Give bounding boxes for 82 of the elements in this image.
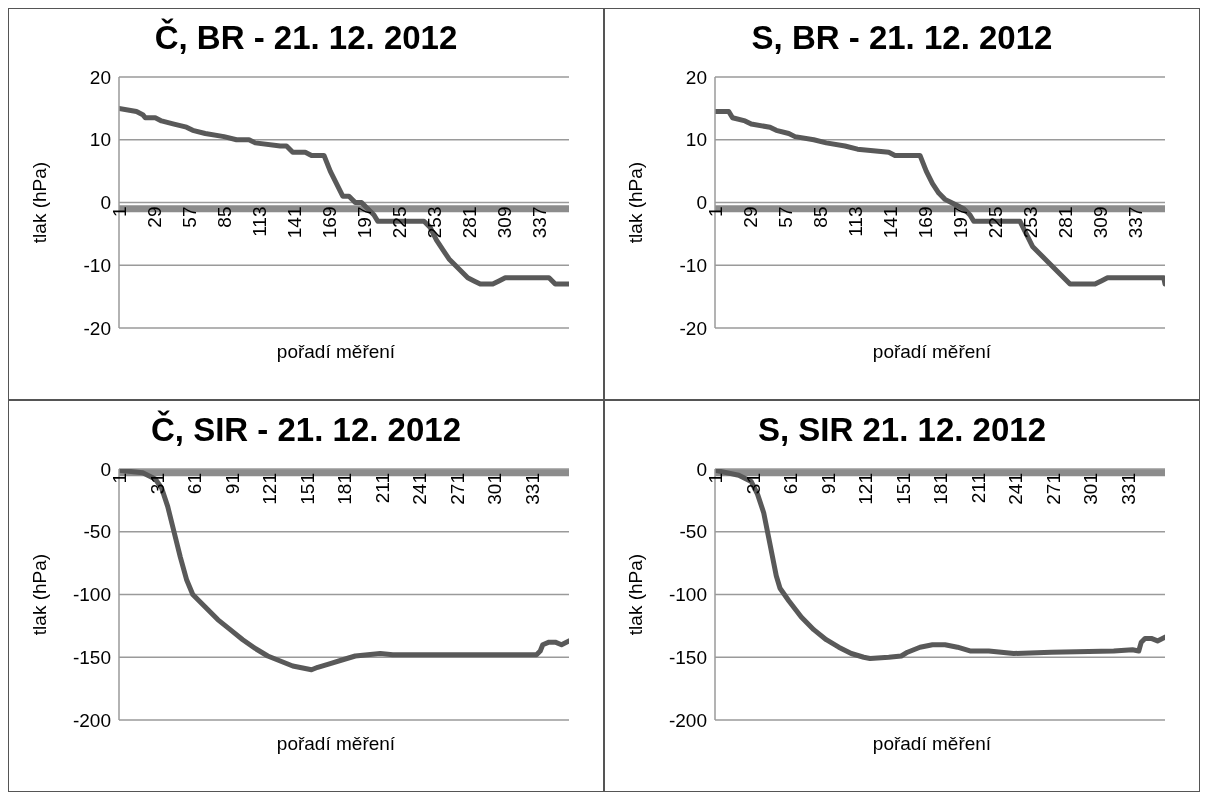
y-axis-title: tlak (hPa) (28, 553, 50, 636)
x-tick-label: 197 (354, 206, 375, 239)
x-axis-title: pořadí měření (871, 341, 993, 363)
y-tick-label: 20 (89, 66, 111, 88)
chart-title: Č, BR - 21. 12. 2012 (153, 19, 459, 57)
y-tick-label: -20 (679, 317, 707, 339)
x-tick-label: 241 (409, 473, 430, 505)
y-tick-label: -20 (83, 317, 111, 339)
y-tick-label: -150 (72, 646, 111, 668)
x-tick-label: 331 (1117, 473, 1139, 505)
y-axis-title: tlak (hPa) (624, 553, 646, 636)
x-tick-label: 331 (521, 473, 543, 505)
x-tick-label: 1 (109, 206, 130, 218)
chart-title: S, SIR 21. 12. 2012 (757, 411, 1047, 449)
x-tick-label: 31 (742, 473, 764, 495)
x-tick-label: 121 (855, 473, 876, 505)
y-tick-label: -100 (72, 584, 111, 606)
x-tick-label: 151 (892, 473, 914, 505)
x-tick-label: 337 (1125, 206, 1146, 239)
x-tick-label: 85 (810, 206, 831, 228)
x-tick-label: 225 (389, 206, 410, 239)
x-tick-label: 301 (1080, 473, 1101, 505)
y-tick-label: -50 (679, 521, 707, 543)
x-tick-label: 29 (144, 206, 165, 228)
x-tick-label: 169 (915, 206, 936, 239)
x-tick-label: 1 (705, 473, 726, 484)
x-tick-label: 271 (446, 473, 468, 505)
chart-title: S, BR - 21. 12. 2012 (750, 19, 1054, 57)
x-tick-label: 211 (967, 473, 989, 504)
x-tick-label: 113 (249, 206, 270, 237)
x-tick-label: 197 (950, 206, 971, 239)
x-tick-label: 1 (705, 206, 726, 218)
x-tick-label: 151 (296, 473, 318, 505)
x-tick-label: 31 (146, 473, 168, 495)
x-tick-label: 91 (817, 473, 839, 495)
x-tick-label: 85 (214, 206, 235, 228)
y-tick-label: 20 (685, 66, 707, 88)
x-tick-label: 113 (845, 206, 866, 237)
y-tick-label: -10 (679, 254, 707, 276)
x-tick-label: 281 (1055, 206, 1076, 239)
x-tick-label: 225 (985, 206, 1006, 239)
x-tick-label: 141 (880, 206, 901, 239)
x-tick-label: 169 (319, 206, 340, 239)
y-tick-label: -200 (72, 709, 111, 731)
x-tick-label: 253 (1020, 206, 1041, 239)
x-axis-title: pořadí měření (275, 733, 397, 755)
y-tick-label: -10 (83, 254, 111, 276)
x-axis-title: pořadí měření (871, 733, 993, 755)
y-tick-label: -50 (83, 521, 111, 543)
y-tick-label: 0 (696, 458, 707, 480)
x-tick-label: 309 (1090, 206, 1111, 239)
chart-title: Č, SIR - 21. 12. 2012 (150, 411, 462, 449)
y-tick-label: -100 (668, 584, 707, 606)
y-axis-title: tlak (hPa) (28, 161, 50, 244)
x-tick-label: 281 (459, 206, 480, 239)
x-tick-label: 309 (494, 206, 515, 239)
x-axis-title: pořadí měření (275, 341, 397, 363)
x-tick-label: 57 (775, 206, 796, 228)
y-tick-label: 0 (100, 458, 111, 480)
x-tick-label: 241 (1005, 473, 1026, 505)
x-tick-label: 211 (371, 473, 393, 504)
y-axis-title: tlak (hPa) (624, 161, 646, 244)
x-tick-label: 29 (740, 206, 761, 228)
x-tick-label: 253 (424, 206, 445, 239)
y-tick-label: -150 (668, 646, 707, 668)
x-tick-label: 91 (221, 473, 243, 495)
x-tick-label: 61 (780, 473, 801, 495)
y-tick-label: 0 (100, 192, 111, 214)
x-tick-label: 57 (179, 206, 200, 228)
x-tick-label: 301 (484, 473, 505, 505)
x-tick-label: 121 (259, 473, 280, 505)
y-tick-label: -200 (668, 709, 707, 731)
y-tick-label: 0 (696, 192, 707, 214)
x-tick-label: 1 (109, 473, 130, 484)
x-tick-label: 141 (284, 206, 305, 239)
x-tick-label: 61 (184, 473, 205, 495)
y-tick-label: 10 (89, 129, 111, 151)
y-tick-label: 10 (685, 129, 707, 151)
x-tick-label: 181 (930, 473, 951, 505)
x-tick-label: 337 (529, 206, 550, 239)
x-tick-label: 271 (1042, 473, 1064, 505)
x-tick-label: 181 (334, 473, 355, 505)
